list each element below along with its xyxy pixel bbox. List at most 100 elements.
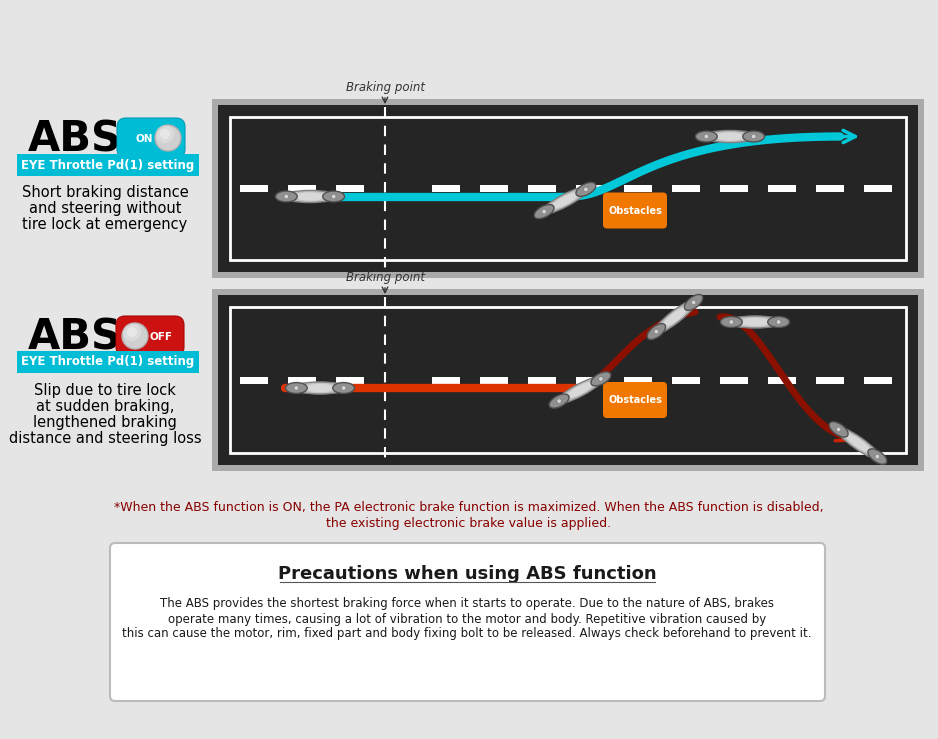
Bar bbox=[816, 376, 844, 384]
Ellipse shape bbox=[715, 132, 745, 140]
Ellipse shape bbox=[576, 183, 596, 197]
Text: EYE Throttle Pd(1) setting: EYE Throttle Pd(1) setting bbox=[22, 158, 194, 171]
Ellipse shape bbox=[695, 131, 718, 142]
Text: tire lock at emergency: tire lock at emergency bbox=[23, 217, 188, 231]
Bar bbox=[288, 376, 316, 384]
Ellipse shape bbox=[555, 376, 604, 404]
Ellipse shape bbox=[276, 191, 297, 202]
Circle shape bbox=[875, 454, 880, 459]
Text: EYE Throttle Pd(1) setting: EYE Throttle Pd(1) setting bbox=[22, 355, 194, 369]
Circle shape bbox=[294, 386, 299, 390]
FancyBboxPatch shape bbox=[603, 382, 667, 418]
Ellipse shape bbox=[293, 382, 347, 394]
Ellipse shape bbox=[743, 131, 764, 142]
Circle shape bbox=[556, 398, 562, 403]
Ellipse shape bbox=[323, 191, 344, 202]
Bar bbox=[672, 376, 700, 384]
Ellipse shape bbox=[720, 316, 742, 327]
Bar bbox=[240, 185, 268, 192]
Bar bbox=[816, 185, 844, 192]
Bar bbox=[720, 185, 748, 192]
Text: the existing electronic brake value is applied.: the existing electronic brake value is a… bbox=[326, 517, 612, 531]
Circle shape bbox=[331, 194, 336, 199]
Ellipse shape bbox=[552, 192, 579, 208]
Text: The ABS provides the shortest braking force when it starts to operate. Due to th: The ABS provides the shortest braking fo… bbox=[160, 598, 774, 610]
Circle shape bbox=[122, 323, 148, 349]
FancyBboxPatch shape bbox=[117, 118, 185, 158]
Text: ABS: ABS bbox=[28, 317, 122, 359]
FancyBboxPatch shape bbox=[212, 289, 924, 471]
Bar bbox=[768, 185, 796, 192]
Bar bbox=[528, 185, 556, 192]
Text: at sudden braking,: at sudden braking, bbox=[36, 398, 174, 414]
Circle shape bbox=[777, 319, 781, 324]
Text: Short braking distance: Short braking distance bbox=[22, 185, 189, 200]
Bar bbox=[432, 376, 460, 384]
Text: distance and steering loss: distance and steering loss bbox=[8, 431, 202, 446]
Ellipse shape bbox=[285, 383, 308, 393]
Bar bbox=[576, 185, 604, 192]
FancyBboxPatch shape bbox=[218, 295, 918, 465]
Bar bbox=[624, 185, 652, 192]
Circle shape bbox=[155, 125, 181, 151]
Bar bbox=[240, 376, 268, 384]
Text: Obstacles: Obstacles bbox=[608, 205, 662, 216]
Ellipse shape bbox=[663, 307, 688, 327]
Ellipse shape bbox=[728, 316, 782, 328]
Bar bbox=[480, 185, 508, 192]
Ellipse shape bbox=[591, 372, 611, 386]
Bar bbox=[624, 376, 652, 384]
Ellipse shape bbox=[549, 394, 569, 408]
FancyBboxPatch shape bbox=[603, 192, 667, 228]
Ellipse shape bbox=[653, 299, 697, 335]
Ellipse shape bbox=[829, 422, 848, 437]
Ellipse shape bbox=[868, 449, 886, 464]
Text: lengthened braking: lengthened braking bbox=[33, 415, 177, 429]
Bar bbox=[576, 376, 604, 384]
Bar bbox=[336, 376, 364, 384]
FancyBboxPatch shape bbox=[212, 99, 924, 278]
Circle shape bbox=[127, 327, 137, 337]
FancyBboxPatch shape bbox=[116, 316, 184, 356]
Ellipse shape bbox=[845, 434, 870, 452]
Text: Braking point: Braking point bbox=[345, 81, 425, 94]
Circle shape bbox=[598, 376, 603, 381]
Text: *When the ABS function is ON, the PA electronic brake function is maximized. Whe: *When the ABS function is ON, the PA ele… bbox=[114, 502, 824, 514]
Circle shape bbox=[691, 300, 696, 305]
Text: this can cause the motor, rim, fixed part and body fixing bolt to be released. A: this can cause the motor, rim, fixed par… bbox=[122, 627, 811, 641]
Circle shape bbox=[284, 194, 289, 199]
Text: operate many times, causing a lot of vibration to the motor and body. Repetitive: operate many times, causing a lot of vib… bbox=[168, 613, 766, 625]
Circle shape bbox=[704, 134, 709, 139]
Text: ON: ON bbox=[135, 134, 153, 144]
Ellipse shape bbox=[835, 426, 881, 460]
Bar bbox=[528, 376, 556, 384]
Bar bbox=[480, 376, 508, 384]
Ellipse shape bbox=[282, 191, 338, 202]
Text: Precautions when using ABS function: Precautions when using ABS function bbox=[278, 565, 657, 583]
Circle shape bbox=[751, 134, 756, 139]
Ellipse shape bbox=[768, 316, 790, 327]
Circle shape bbox=[160, 129, 170, 139]
FancyBboxPatch shape bbox=[218, 105, 918, 272]
Circle shape bbox=[156, 125, 174, 143]
Circle shape bbox=[729, 319, 734, 324]
Ellipse shape bbox=[295, 192, 325, 201]
Circle shape bbox=[583, 187, 588, 192]
Circle shape bbox=[123, 323, 141, 341]
Ellipse shape bbox=[685, 294, 703, 310]
FancyBboxPatch shape bbox=[17, 154, 199, 176]
Circle shape bbox=[654, 329, 658, 334]
FancyBboxPatch shape bbox=[17, 351, 199, 373]
Bar bbox=[768, 376, 796, 384]
Text: OFF: OFF bbox=[149, 332, 173, 342]
Ellipse shape bbox=[305, 384, 335, 392]
Bar bbox=[864, 376, 892, 384]
Text: Slip due to tire lock: Slip due to tire lock bbox=[34, 383, 176, 398]
Text: Obstacles: Obstacles bbox=[608, 395, 662, 405]
Text: ABS: ABS bbox=[28, 119, 122, 161]
Bar bbox=[432, 185, 460, 192]
Ellipse shape bbox=[703, 131, 758, 143]
FancyBboxPatch shape bbox=[110, 543, 825, 701]
Bar bbox=[336, 185, 364, 192]
Text: and steering without: and steering without bbox=[29, 200, 181, 216]
